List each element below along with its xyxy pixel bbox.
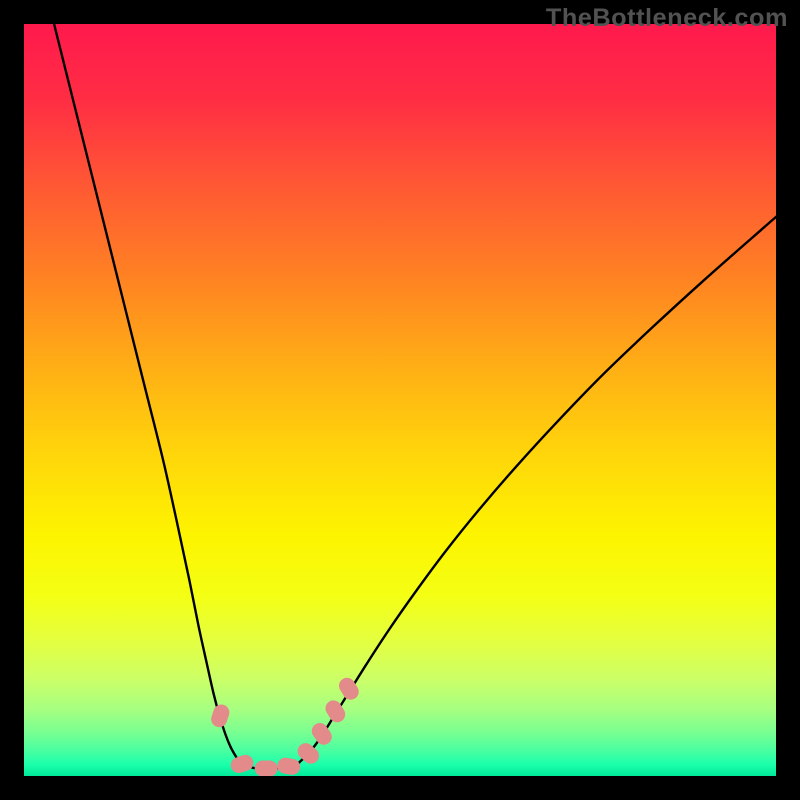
watermark-text: TheBottleneck.com <box>546 4 788 33</box>
chart-frame: TheBottleneck.com <box>0 0 800 800</box>
bottleneck-chart <box>0 0 800 800</box>
outlier-marker <box>255 760 278 776</box>
gradient-background <box>24 24 776 776</box>
